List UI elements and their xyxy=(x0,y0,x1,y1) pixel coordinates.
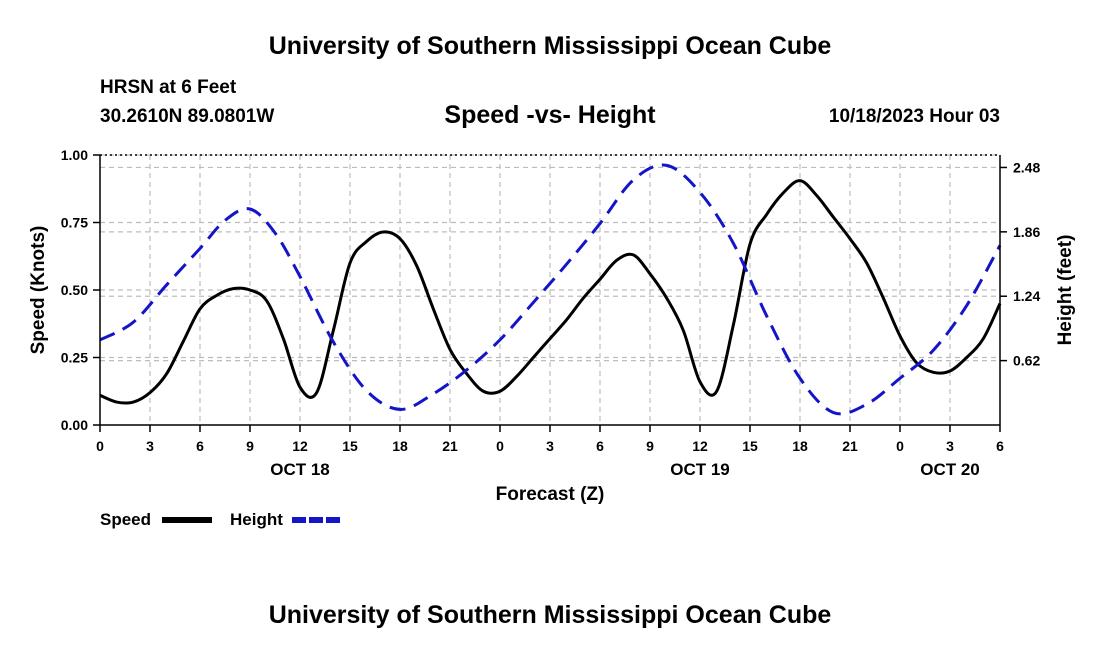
x-tick-label: 3 xyxy=(546,438,554,454)
x-tick-label: 15 xyxy=(342,438,358,454)
day-label: OCT 20 xyxy=(920,460,980,479)
y2-axis-label: Height (feet) xyxy=(1055,235,1076,346)
x-tick-label: 6 xyxy=(196,438,204,454)
height-series-line xyxy=(99,163,1002,416)
y-tick-label: 0.00 xyxy=(61,417,88,433)
x-tick-label: 12 xyxy=(692,438,708,454)
y-tick-label: 1.00 xyxy=(61,147,88,163)
x-tick-label: 0 xyxy=(896,438,904,454)
x-tick-label: 0 xyxy=(96,438,104,454)
main-title: University of Southern Mississippi Ocean… xyxy=(268,32,832,60)
chart-subtitle: Speed -vs- Height xyxy=(444,101,656,129)
legend-speed-label: Speed xyxy=(100,510,151,529)
x-tick-label: 18 xyxy=(392,438,408,454)
y-tick-label: 0.25 xyxy=(61,350,88,366)
x-tick-label: 9 xyxy=(246,438,254,454)
x-tick-label: 6 xyxy=(996,438,1004,454)
station-coordinates: 30.2610N 89.0801W xyxy=(100,106,275,127)
y2-tick-label: 0.62 xyxy=(1013,353,1040,369)
day-label: OCT 18 xyxy=(270,460,330,479)
legend-height-label: Height xyxy=(230,510,283,529)
speed-series-line xyxy=(99,179,1002,405)
y2-tick-label: 2.48 xyxy=(1013,159,1040,175)
footer-title: University of Southern Mississippi Ocean… xyxy=(268,601,832,629)
x-axis-label: Forecast (Z) xyxy=(496,484,605,505)
day-label: OCT 19 xyxy=(670,460,730,479)
y-tick-label: 0.75 xyxy=(61,215,88,231)
y2-tick-label: 1.86 xyxy=(1013,224,1040,240)
station-name: HRSN at 6 Feet xyxy=(100,77,237,98)
x-tick-label: 3 xyxy=(146,438,154,454)
x-tick-label: 15 xyxy=(742,438,758,454)
y-tick-label: 0.50 xyxy=(61,282,88,298)
run-timestamp: 10/18/2023 Hour 03 xyxy=(828,106,1000,127)
x-tick-label: 21 xyxy=(842,438,858,454)
x-tick-label: 6 xyxy=(596,438,604,454)
x-tick-label: 21 xyxy=(442,438,458,454)
x-tick-label: 0 xyxy=(496,438,504,454)
y2-tick-label: 1.24 xyxy=(1013,288,1040,304)
x-tick-label: 3 xyxy=(946,438,954,454)
x-tick-label: 9 xyxy=(646,438,654,454)
x-tick-label: 12 xyxy=(292,438,308,454)
x-tick-label: 18 xyxy=(792,438,808,454)
y-axis-label: Speed (Knots) xyxy=(28,226,49,355)
